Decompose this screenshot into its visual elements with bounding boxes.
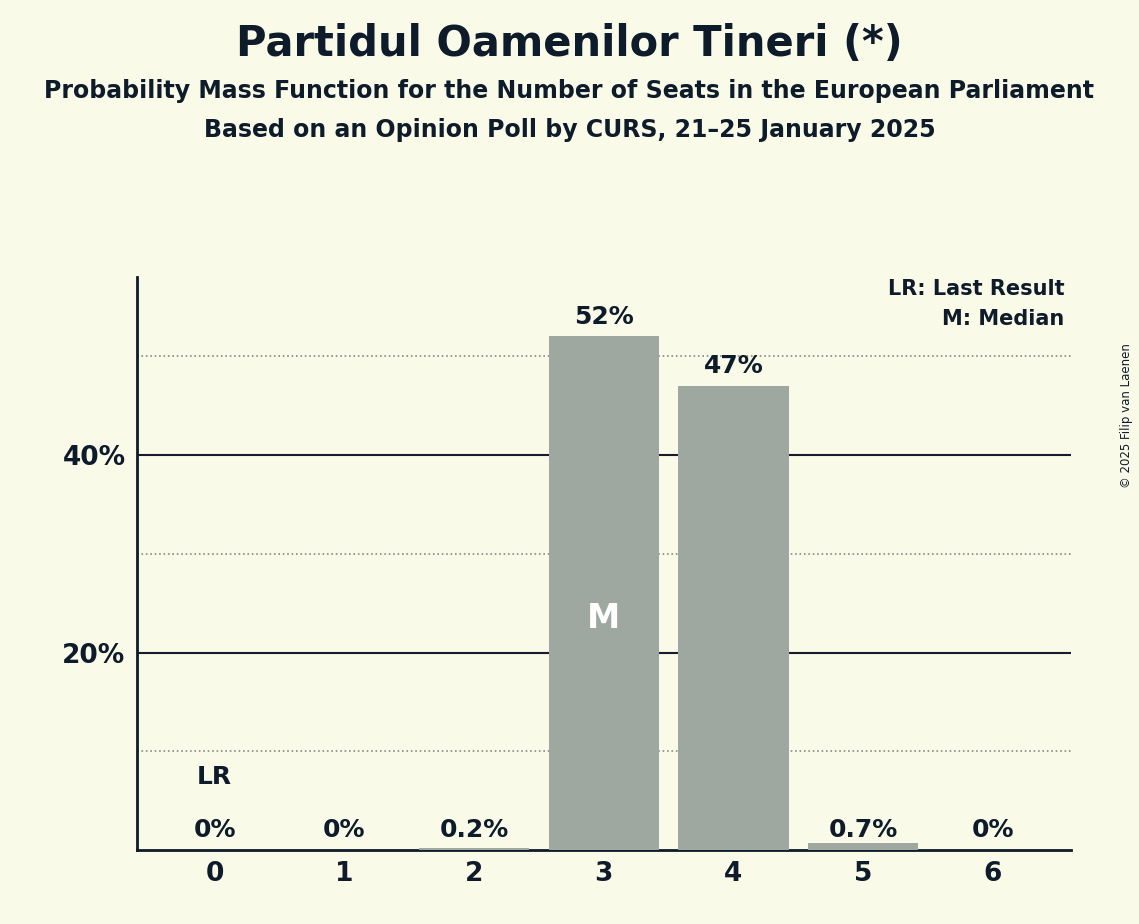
Bar: [549, 336, 658, 850]
Text: Partidul Oamenilor Tineri (*): Partidul Oamenilor Tineri (*): [236, 23, 903, 65]
Text: LR: LR: [197, 765, 232, 789]
Text: M: M: [587, 602, 621, 636]
Text: 0.2%: 0.2%: [440, 818, 509, 842]
Text: Based on an Opinion Poll by CURS, 21–25 January 2025: Based on an Opinion Poll by CURS, 21–25 …: [204, 118, 935, 142]
Bar: [419, 848, 530, 850]
Text: 52%: 52%: [574, 305, 633, 329]
Text: LR: Last Result: LR: Last Result: [887, 279, 1064, 299]
Text: M: Median: M: Median: [942, 309, 1064, 329]
Text: 47%: 47%: [704, 354, 763, 378]
Text: 0%: 0%: [972, 818, 1014, 842]
Text: Probability Mass Function for the Number of Seats in the European Parliament: Probability Mass Function for the Number…: [44, 79, 1095, 103]
Text: 0%: 0%: [194, 818, 236, 842]
Text: 0.7%: 0.7%: [828, 818, 898, 842]
Bar: [808, 844, 918, 850]
Text: 0%: 0%: [323, 818, 366, 842]
Bar: [678, 386, 788, 850]
Text: © 2025 Filip van Laenen: © 2025 Filip van Laenen: [1121, 344, 1133, 488]
